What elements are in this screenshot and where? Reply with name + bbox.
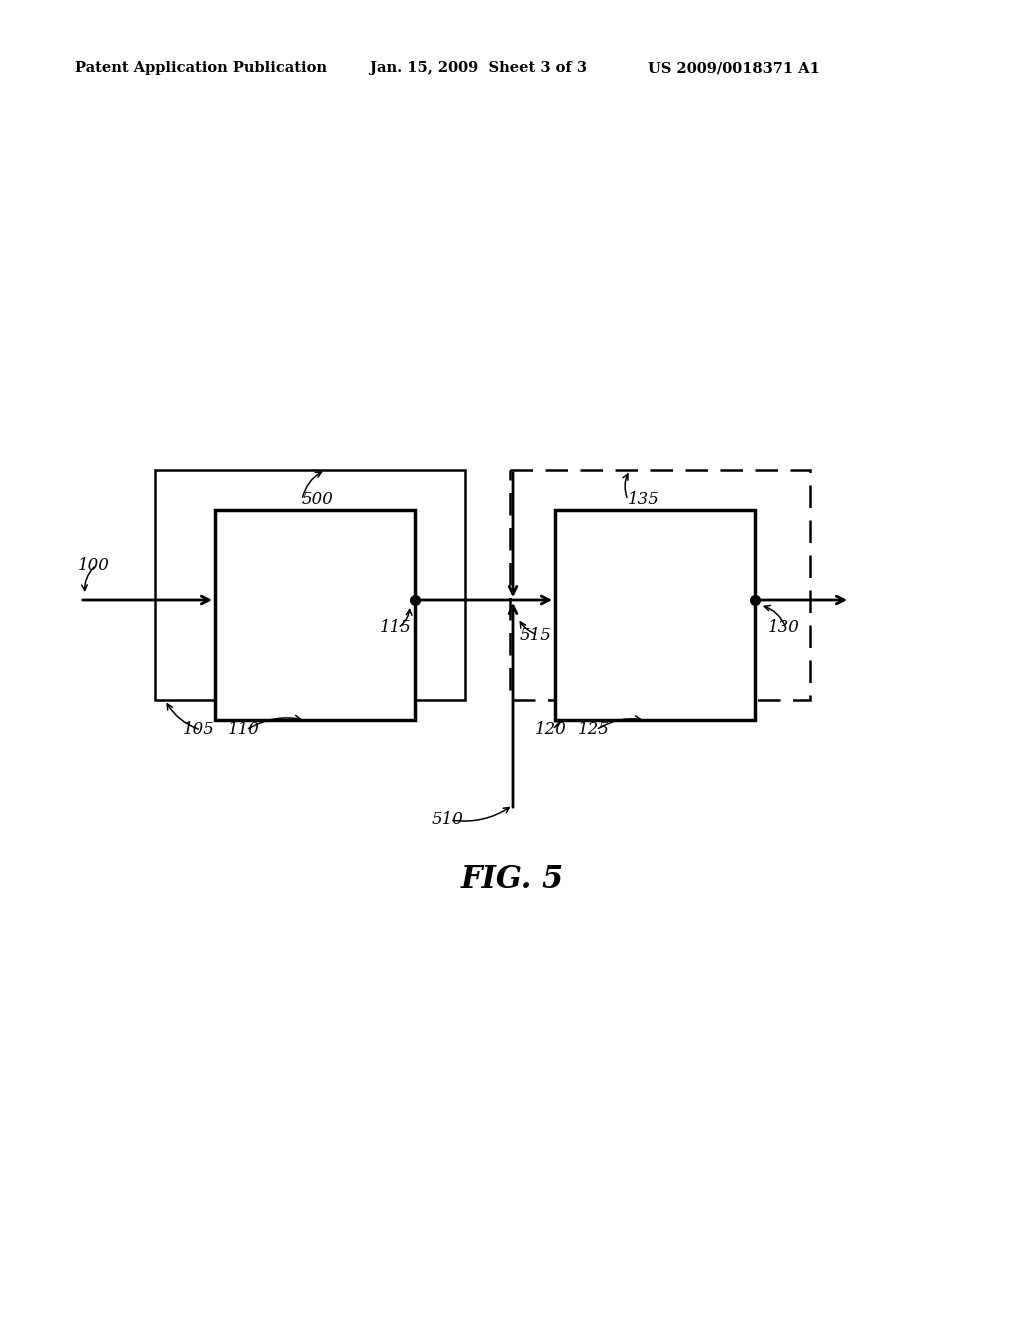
Text: 115: 115 bbox=[380, 619, 412, 636]
Bar bbox=[155, 470, 465, 700]
Text: 510: 510 bbox=[432, 812, 464, 829]
Text: 120: 120 bbox=[535, 722, 567, 738]
Bar bbox=[510, 470, 810, 700]
Text: US 2009/0018371 A1: US 2009/0018371 A1 bbox=[648, 61, 820, 75]
Text: 130: 130 bbox=[768, 619, 800, 636]
Text: Jan. 15, 2009  Sheet 3 of 3: Jan. 15, 2009 Sheet 3 of 3 bbox=[370, 61, 587, 75]
Text: 105: 105 bbox=[183, 722, 215, 738]
Text: 125: 125 bbox=[578, 722, 610, 738]
Bar bbox=[215, 510, 415, 719]
Text: FIG. 5: FIG. 5 bbox=[461, 865, 563, 895]
Text: 515: 515 bbox=[520, 627, 552, 644]
Text: Patent Application Publication: Patent Application Publication bbox=[75, 61, 327, 75]
Text: 110: 110 bbox=[228, 722, 260, 738]
Text: 500: 500 bbox=[302, 491, 334, 508]
Text: 135: 135 bbox=[628, 491, 659, 508]
Text: 100: 100 bbox=[78, 557, 110, 573]
Bar bbox=[555, 510, 755, 719]
